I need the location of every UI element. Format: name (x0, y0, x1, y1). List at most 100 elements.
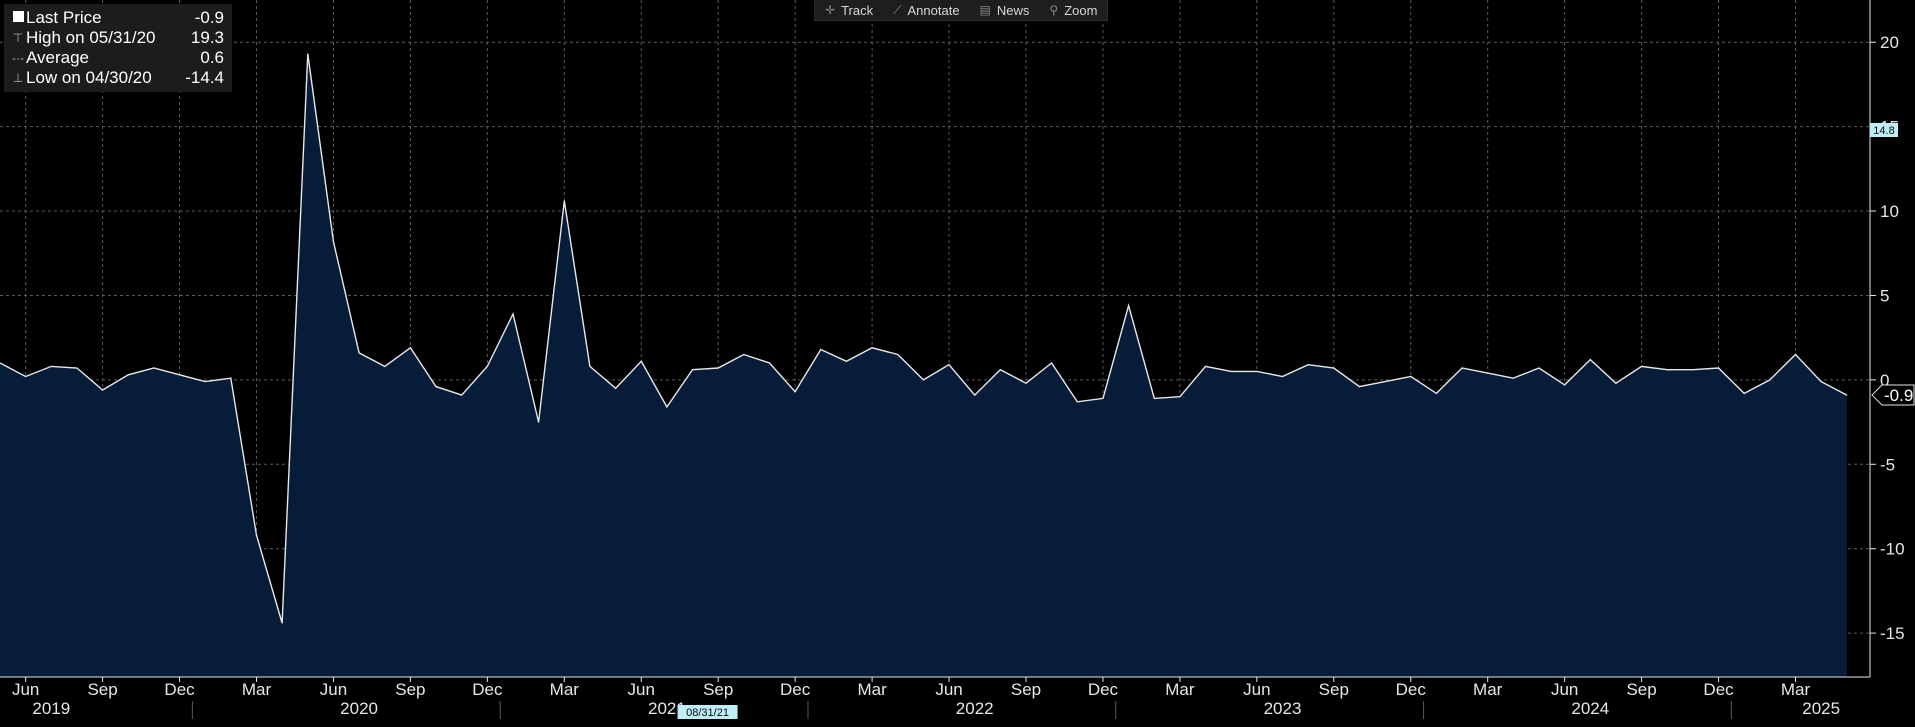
y-tick-label: -10 (1880, 540, 1905, 559)
data-point (1025, 382, 1027, 384)
annotate-label: Annotate (907, 2, 960, 18)
y-tick-label: 10 (1880, 202, 1899, 221)
data-point (1281, 375, 1284, 378)
data-point (589, 365, 591, 367)
annotate-button[interactable]: ⟋ Annotate (883, 3, 969, 18)
news-label: News (996, 2, 1030, 18)
data-point (1256, 370, 1258, 373)
data-point (76, 367, 78, 369)
data-point (204, 380, 206, 383)
data-point (384, 365, 386, 367)
x-month-label: Dec (780, 680, 811, 699)
low-marker-icon: ⊥ (12, 71, 24, 85)
x-month-label: Jun (320, 680, 347, 699)
legend-row-high: ⊤ High on 05/31/20 19.3 (10, 28, 224, 48)
x-month-label: Mar (550, 680, 580, 699)
pencil-icon: ⟋ (893, 2, 902, 17)
data-point (563, 200, 565, 202)
x-month-label: Mar (1781, 680, 1811, 699)
data-point (1615, 382, 1617, 384)
x-month-label: Mar (857, 680, 887, 699)
x-month-label: Dec (1088, 680, 1119, 699)
x-month-label: Jun (1551, 680, 1578, 699)
data-point (1051, 362, 1053, 364)
x-month-label: Sep (1626, 680, 1656, 699)
y-tick-label: -5 (1880, 455, 1895, 474)
chart-toolbar: ✛ Track ⟋ Annotate ▤ News ⚲ Zoom (814, 0, 1109, 21)
data-point (1846, 394, 1848, 396)
data-point (820, 348, 822, 351)
last-value-tag-label: -0.9 (1884, 386, 1913, 405)
high-marker-icon: ⊤ (12, 31, 24, 45)
track-button[interactable]: ✛ Track (815, 3, 883, 18)
data-point (1230, 370, 1232, 373)
x-month-label: Jun (1243, 680, 1270, 699)
crosshair-icon: ✛ (825, 3, 836, 17)
square-icon (10, 8, 26, 28)
data-point (974, 394, 976, 396)
legend-label: Last Price (26, 8, 102, 27)
data-point (332, 240, 335, 243)
news-button[interactable]: ▤ News (970, 3, 1040, 18)
y-cursor-tag (1870, 122, 1898, 137)
data-point (1487, 372, 1489, 374)
x-cursor-tag-label: 08/31/21 (686, 707, 729, 719)
data-point (743, 353, 745, 356)
legend-value: -14.4 (185, 68, 224, 87)
y-tick-label: -15 (1880, 624, 1905, 643)
x-month-label: Sep (1011, 680, 1041, 699)
data-point (1102, 397, 1104, 400)
x-month-label: Mar (242, 680, 272, 699)
series-area (0, 54, 1847, 677)
x-month-label: Dec (1703, 680, 1734, 699)
x-month-label: Sep (87, 680, 117, 699)
x-month-label: Jun (628, 680, 655, 699)
legend-label: Average (26, 48, 90, 67)
x-year-label: 2025 (1802, 699, 1840, 718)
data-point (1461, 367, 1463, 369)
zoom-button[interactable]: ⚲ Zoom (1039, 3, 1107, 18)
data-point (1435, 392, 1437, 394)
data-point (1820, 380, 1822, 383)
x-month-label: Mar (1165, 680, 1195, 699)
x-year-label: 2021 (648, 699, 686, 718)
x-year-label: 2019 (32, 699, 70, 718)
legend-label: High on 05/31/20 (26, 28, 156, 47)
data-point (1589, 359, 1591, 361)
data-point (1076, 401, 1078, 403)
x-month-label: Sep (395, 680, 425, 699)
data-point (255, 534, 258, 536)
data-point (1179, 396, 1181, 398)
data-point (1794, 353, 1797, 356)
data-point (178, 374, 181, 376)
x-month-label: Sep (703, 680, 733, 699)
x-month-label: Jun (12, 680, 39, 699)
average-line-icon: -·- (12, 51, 24, 65)
legend-row-low: ⊥ Low on 04/30/20 -14.4 (10, 68, 224, 88)
x-month-label: Mar (1473, 680, 1503, 699)
data-point (409, 347, 411, 349)
data-point (999, 369, 1001, 371)
data-point (281, 622, 283, 624)
data-point (922, 379, 925, 381)
data-point (1717, 367, 1720, 369)
legend-row-last-price: Last Price -0.9 (10, 8, 224, 28)
data-point (307, 53, 309, 55)
legend-value: -0.9 (194, 8, 224, 27)
data-point (461, 394, 463, 396)
last-value-tag (1871, 384, 1915, 406)
data-point (358, 352, 360, 354)
series-layer (0, 53, 1848, 677)
data-point (1538, 367, 1540, 369)
legend-value: 19.3 (190, 28, 224, 47)
data-point (1564, 384, 1566, 386)
data-point (1410, 375, 1412, 378)
data-point (0, 362, 1, 364)
data-point (25, 375, 27, 378)
data-point (127, 374, 129, 376)
legend-value: 0.6 (200, 48, 224, 67)
data-point (897, 353, 899, 356)
data-point (512, 313, 514, 315)
